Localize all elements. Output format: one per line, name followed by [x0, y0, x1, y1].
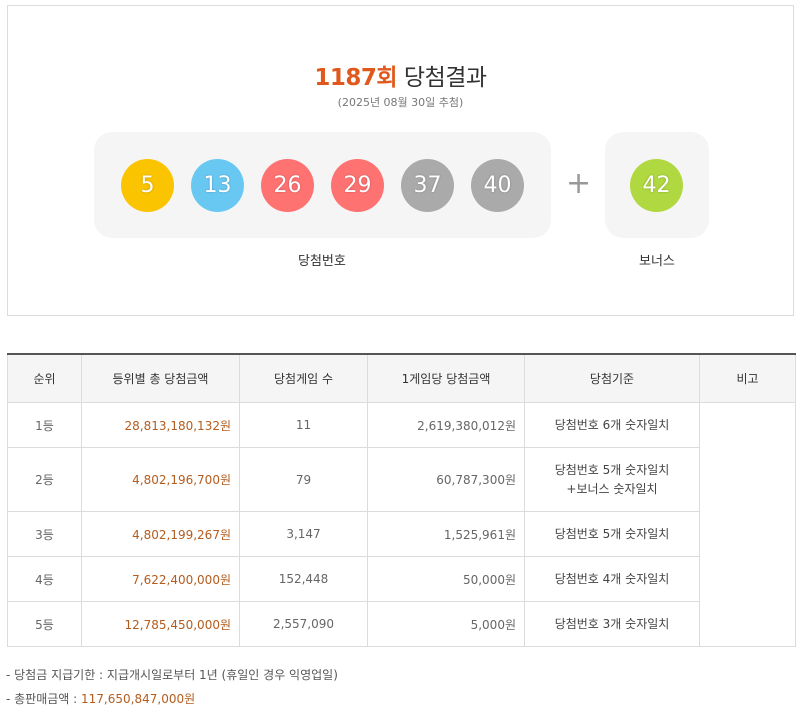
criteria-cell: 당첨번호 6개 숫자일치 [524, 402, 700, 448]
bonus-ball: 42 [630, 159, 683, 212]
table-row: 3등 4,802,199,267원 3,147 1,525,961원 당첨번호 … [7, 511, 796, 557]
payment-deadline-note: - 당첨금 지급기한 : 지급개시일로부터 1년 (휴일인 경우 익영업일) [6, 668, 338, 682]
rank-cell: 3등 [7, 511, 82, 557]
total-sales-note: - 총판매금액 : 117,650,847,000원 [6, 687, 338, 711]
winning-games-cell: 79 [239, 447, 368, 512]
rank-cell: 2등 [7, 447, 82, 512]
winning-games-cell: 11 [239, 402, 368, 448]
prize-per-game-cell: 2,619,380,012원 [367, 402, 525, 448]
criteria-line-bonus: +보너스 숫자일치 [566, 481, 658, 496]
total-prize-cell: 4,802,199,267원 [81, 511, 240, 557]
winning-ball-5: 37 [401, 159, 454, 212]
total-sales-label: - 총판매금액 : [6, 692, 82, 706]
bonus-number-panel: 42 [605, 132, 709, 238]
notes: - 당첨금 지급기한 : 지급개시일로부터 1년 (휴일인 경우 익영업일) -… [6, 663, 338, 711]
criteria-line: 당첨번호 5개 숫자일치 [554, 462, 670, 477]
winning-games-cell: 2,557,090 [239, 601, 368, 647]
column-header-criteria: 당첨기준 [524, 353, 700, 403]
column-header-remarks: 비고 [699, 353, 796, 403]
winning-ball-1: 5 [121, 159, 174, 212]
criteria-line: 당첨번호 3개 숫자일치 [554, 616, 670, 631]
round-number: 1187회 [314, 65, 398, 91]
winning-games-cell: 152,448 [239, 556, 368, 602]
rank-cell: 4등 [7, 556, 82, 602]
criteria-line: 당첨번호 4개 숫자일치 [554, 571, 670, 586]
winning-ball-2: 13 [191, 159, 244, 212]
page-title: 1187회 당첨결과 [8, 58, 793, 92]
rank-cell: 5등 [7, 601, 82, 647]
table-row: 1등 28,813,180,132원 11 2,619,380,012원 당첨번… [7, 402, 796, 647]
criteria-cell: 당첨번호 4개 숫자일치 [524, 556, 700, 602]
draw-date: (2025년 08월 30일 추첨) [337, 96, 464, 109]
winning-ball-4: 29 [331, 159, 384, 212]
column-header-rank: 순위 [7, 353, 82, 403]
table-row: 2등 4,802,196,700원 79 60,787,300원 당첨번호 5개… [7, 447, 796, 512]
criteria-cell: 당첨번호 3개 숫자일치 [524, 601, 700, 647]
total-sales-value: 117,650,847,000원 [81, 692, 196, 706]
column-header-total-prize: 등위별 총 당첨금액 [81, 353, 240, 403]
prize-per-game-cell: 50,000원 [367, 556, 525, 602]
column-header-winning-games: 당첨게임 수 [239, 353, 368, 403]
column-header-prize-per-game: 1게임당 당첨금액 [367, 353, 525, 403]
draw-result-panel: 1187회 당첨결과 (2025년 08월 30일 추첨) 5 13 26 29… [7, 5, 794, 316]
prize-per-game-cell: 60,787,300원 [367, 447, 525, 512]
total-prize-cell: 4,802,196,700원 [81, 447, 240, 512]
total-prize-cell: 28,813,180,132원 [81, 402, 240, 448]
table-row: 4등 7,622,400,000원 152,448 50,000원 당첨번호 4… [7, 556, 796, 602]
criteria-line: 당첨번호 5개 숫자일치 [554, 526, 670, 541]
prize-per-game-cell: 1,525,961원 [367, 511, 525, 557]
criteria-cell: 당첨번호 5개 숫자일치 +보너스 숫자일치 [524, 447, 700, 512]
prize-per-game-cell: 5,000원 [367, 601, 525, 647]
table-row: 5등 12,785,450,000원 2,557,090 5,000원 당첨번호… [7, 601, 796, 647]
winning-numbers-panel: 5 13 26 29 37 40 [94, 132, 551, 238]
total-prize-cell: 12,785,450,000원 [81, 601, 240, 647]
total-prize-cell: 7,622,400,000원 [81, 556, 240, 602]
winning-numbers-label: 당첨번호 [298, 254, 346, 269]
plus-sign: + [566, 166, 592, 201]
table-header-row: 순위 등위별 총 당첨금액 당첨게임 수 1게임당 당첨금액 당첨기준 비고 [7, 353, 796, 403]
bonus-label: 보너스 [639, 254, 675, 269]
rank-cell: 1등 [7, 402, 82, 448]
winning-ball-6: 40 [471, 159, 524, 212]
prize-table: 순위 등위별 총 당첨금액 당첨게임 수 1게임당 당첨금액 당첨기준 비고 1… [7, 353, 796, 647]
criteria-line: 당첨번호 6개 숫자일치 [554, 417, 670, 432]
remarks-cell [699, 402, 796, 647]
winning-games-cell: 3,147 [239, 511, 368, 557]
criteria-cell: 당첨번호 5개 숫자일치 [524, 511, 700, 557]
winning-ball-3: 26 [261, 159, 314, 212]
title-suffix: 당첨결과 [403, 65, 487, 91]
